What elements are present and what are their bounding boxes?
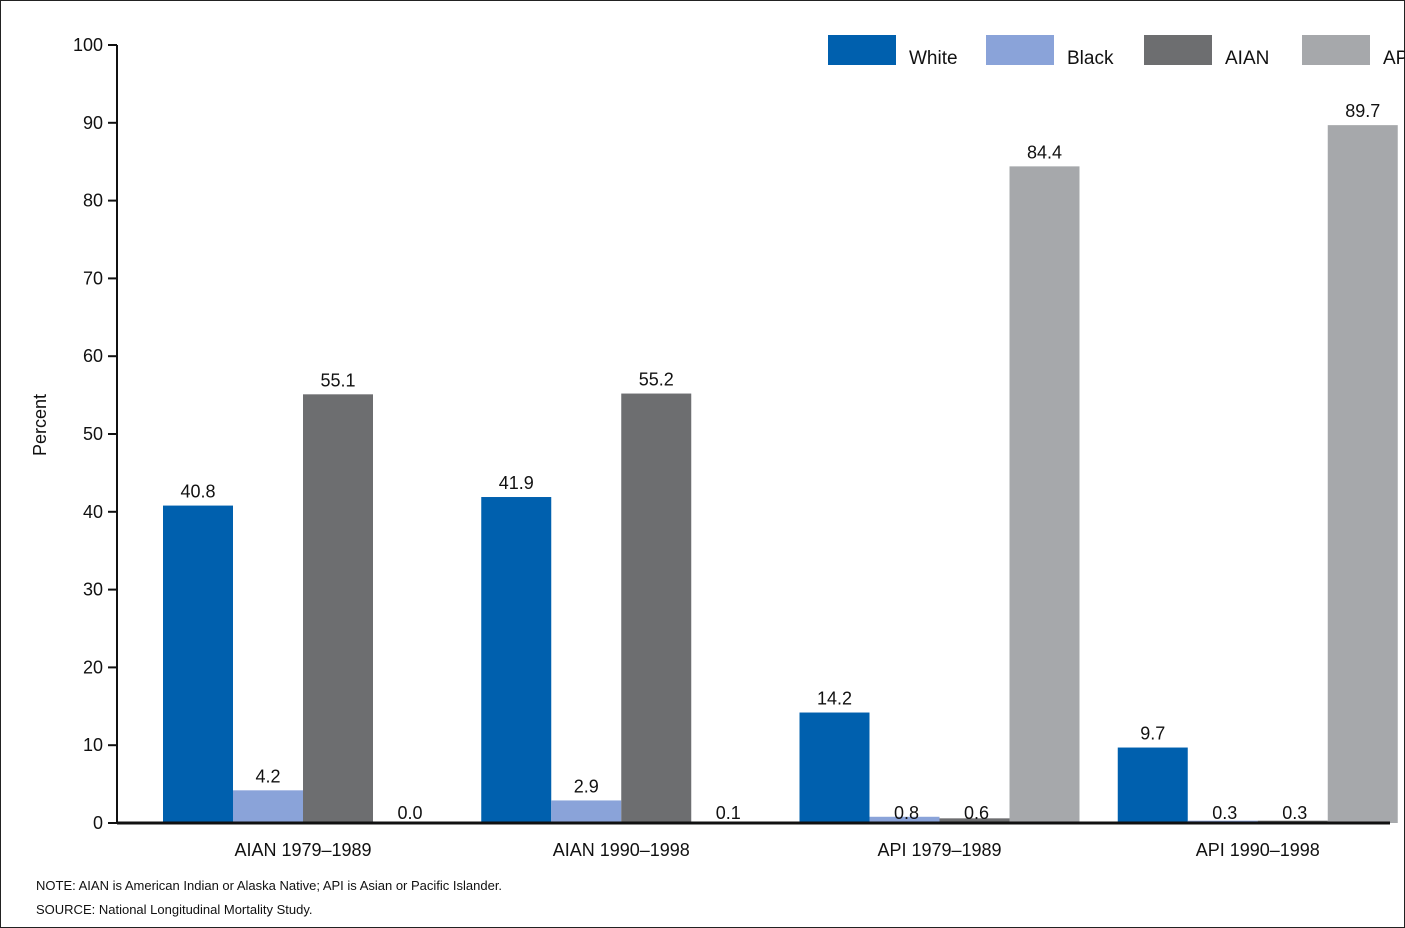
bar-white-1: [163, 505, 233, 823]
bars: [163, 125, 1398, 824]
bar-aian-1: [303, 394, 373, 823]
bar-api-4: [1327, 125, 1398, 823]
bar-black-3: [869, 816, 940, 823]
legend-label-aian: AIAN: [1225, 48, 1269, 69]
data-label: 0.1: [716, 803, 741, 823]
data-label: 0.8: [894, 803, 919, 823]
data-label: 84.4: [1027, 142, 1062, 162]
data-label: 0.6: [964, 803, 989, 823]
legend-label-black: Black: [1067, 48, 1114, 69]
y-tick-label: 20: [83, 657, 103, 677]
data-label: 2.9: [574, 776, 599, 796]
bar-black-1: [233, 790, 303, 823]
y-tick-label: 0: [93, 813, 103, 833]
bar-aian-2: [621, 393, 692, 823]
data-label: 40.8: [180, 482, 215, 502]
y-tick-label: 30: [83, 580, 103, 600]
x-category-label: AIAN 1979–1989: [234, 840, 371, 860]
bar-api-3: [1009, 166, 1080, 824]
data-label: 4.2: [255, 766, 280, 786]
y-tick-label: 70: [83, 268, 103, 288]
bar-black-2: [551, 800, 622, 823]
data-label: 41.9: [499, 473, 534, 493]
bar-aian-3: [939, 818, 1010, 823]
data-labels: 40.8 4.2 55.1 0.0 41.9 2.9 55.2 0.1 14.2 0.8 0.6 84…: [180, 101, 1380, 823]
x-category-label: API 1979–1989: [877, 840, 1001, 860]
data-label: 0.3: [1282, 803, 1307, 823]
legend-label-white: White: [909, 48, 958, 69]
data-label: 0.3: [1212, 803, 1237, 823]
legend-swatch-aian: [1144, 35, 1212, 65]
legend-swatch-api: [1302, 35, 1370, 65]
bar-white-4: [1117, 747, 1188, 823]
y-tick-label: 60: [83, 346, 103, 366]
x-category-label: AIAN 1990–1998: [553, 840, 690, 860]
y-tick-label: 10: [83, 735, 103, 755]
legend-swatch-black: [986, 35, 1054, 65]
y-axis: 0 10 20 30 40 50 60 70 80 90 100: [73, 35, 118, 833]
y-tick-label: 100: [73, 35, 103, 55]
data-label: 89.7: [1345, 101, 1380, 121]
y-tick-label: 50: [83, 424, 103, 444]
bar-white-2: [481, 497, 552, 823]
data-label: 55.2: [639, 370, 674, 390]
note-text: NOTE: AIAN is American Indian or Alaska …: [36, 878, 503, 893]
legend: White Black AIAN API: [828, 35, 1405, 69]
data-label: 0.0: [397, 803, 422, 823]
x-category-label: API 1990–1998: [1196, 840, 1320, 860]
data-label: 55.1: [320, 370, 355, 390]
bar-white-3: [799, 712, 870, 823]
y-axis-label: Percent: [30, 394, 50, 456]
legend-swatch-white: [828, 35, 896, 65]
data-label: 14.2: [817, 689, 852, 709]
y-tick-label: 80: [83, 191, 103, 211]
legend-label-api: API: [1383, 48, 1405, 69]
y-tick-label: 90: [83, 113, 103, 133]
y-tick-label: 40: [83, 502, 103, 522]
source-text: SOURCE: National Longitudinal Mortality …: [36, 902, 313, 917]
x-axis: AIAN 1979–1989 AIAN 1990–1998 API 1979–198…: [117, 821, 1390, 860]
data-label: 9.7: [1140, 724, 1165, 744]
